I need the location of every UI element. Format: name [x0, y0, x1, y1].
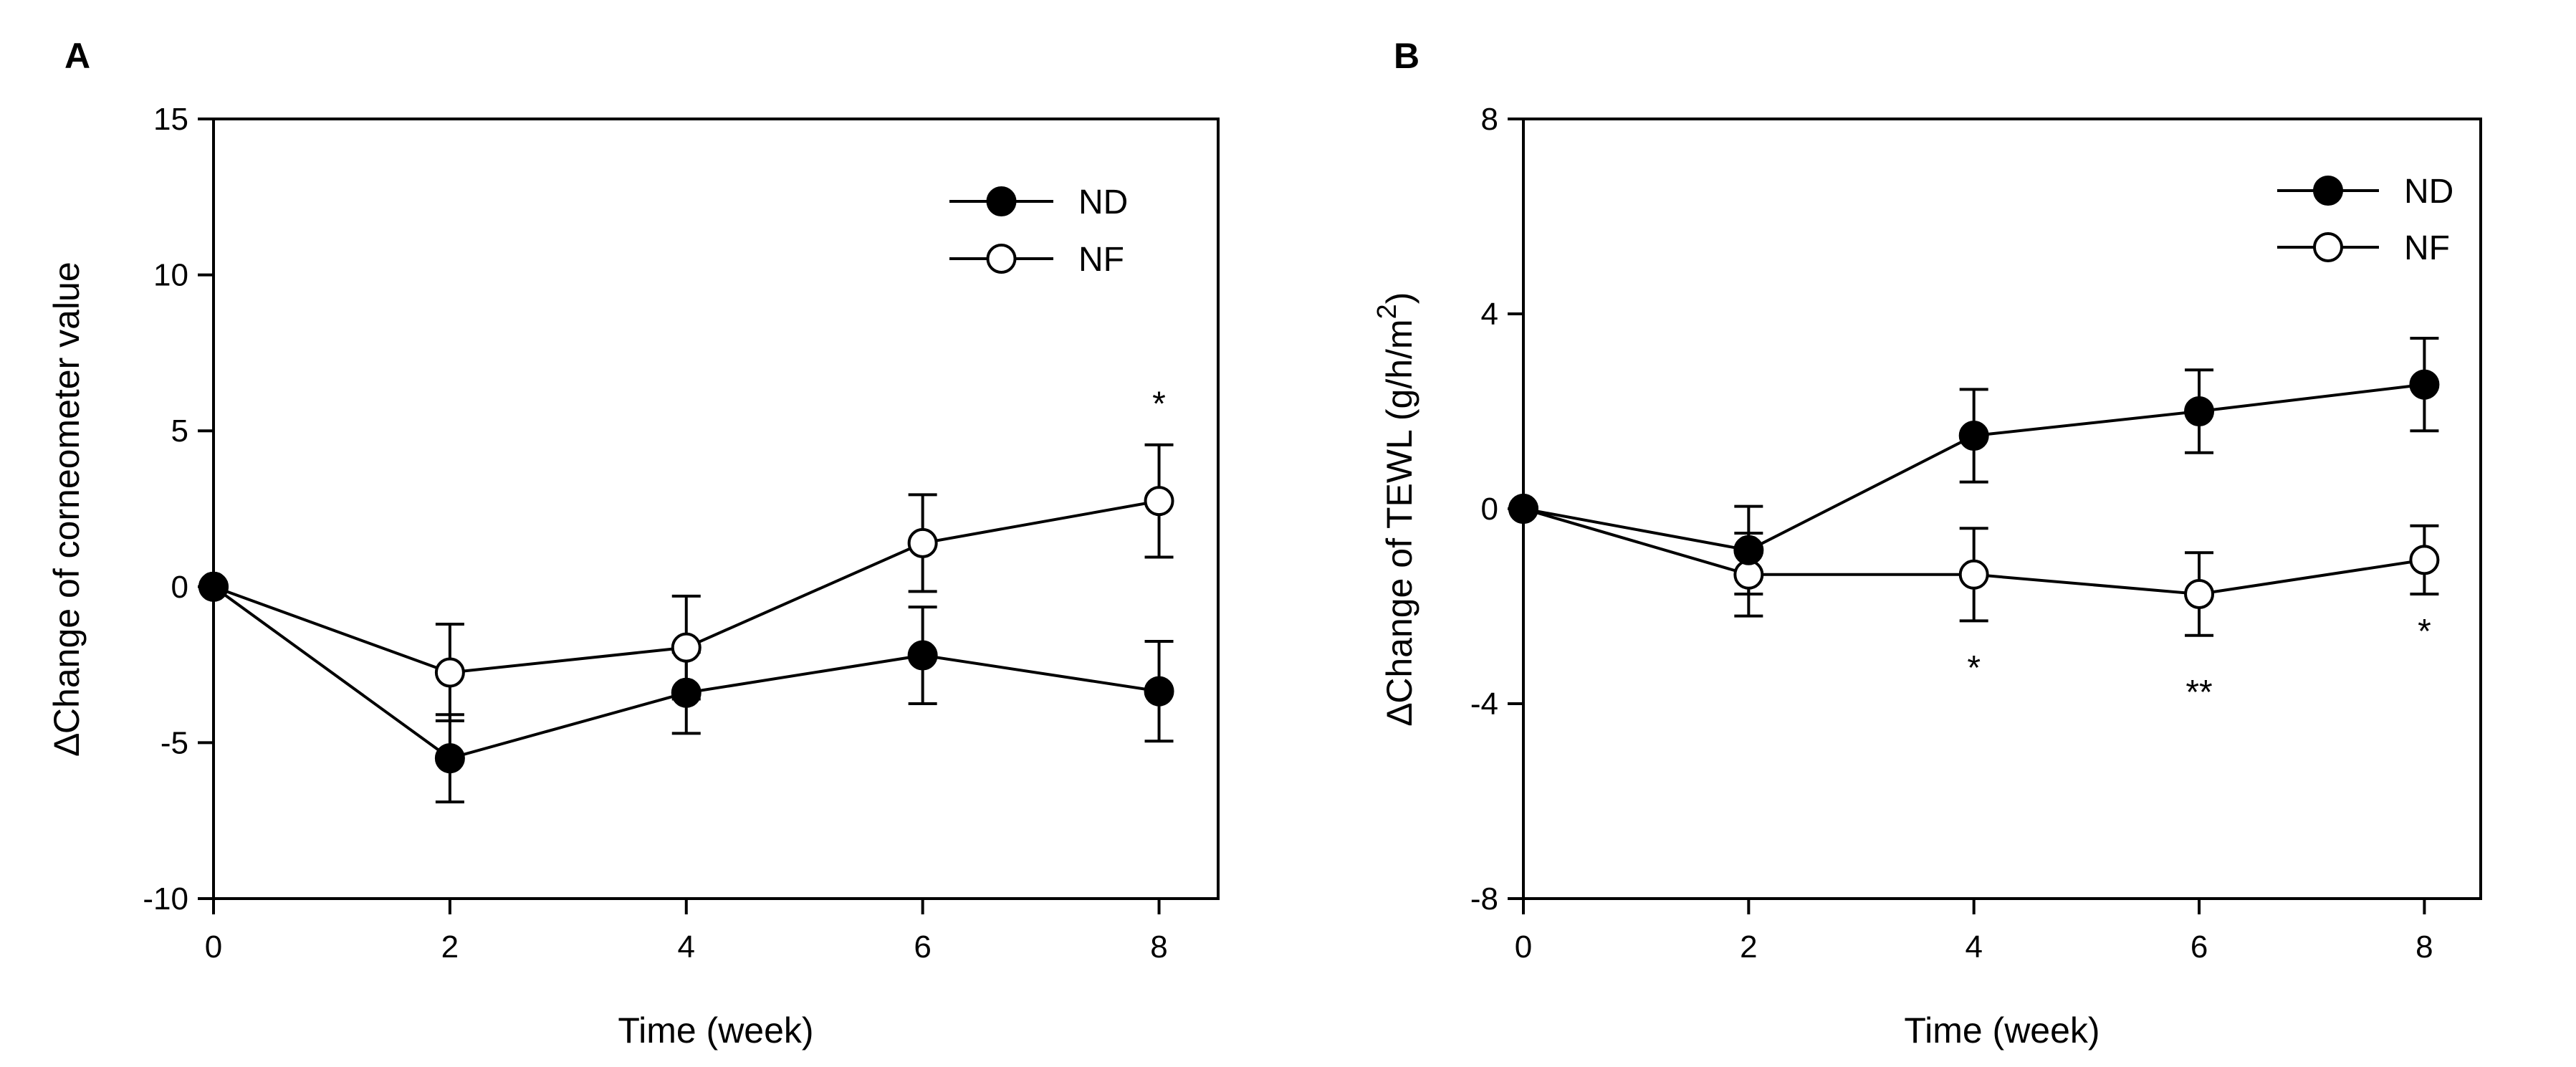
significance-marker: *: [2418, 613, 2431, 651]
legend-item-nd: ND: [2277, 173, 2453, 211]
data-point-nf: [2184, 579, 2215, 609]
x-tick-label: 4: [678, 929, 695, 965]
chart-panel-a: A -10 -5 0 5 10 15 0 2 4 6 8 Time (week) ∆Change of c…: [47, 36, 1220, 1051]
x-axis-title: Time (week): [1904, 1010, 2099, 1051]
y-tick-label: 0: [1481, 492, 1498, 527]
data-point-nf: [1958, 559, 1989, 590]
y-tick-label: -5: [161, 725, 188, 760]
data-point-nd: [434, 743, 465, 774]
x-tick-label: 2: [441, 929, 459, 965]
panel-letter: A: [64, 36, 90, 76]
legend-label: NF: [1078, 241, 1124, 279]
data-point-nd: [2184, 396, 2215, 426]
x-tick-label: 0: [205, 929, 222, 965]
x-tick-label: 8: [2415, 929, 2433, 965]
x-tick-label: 4: [1965, 929, 1982, 965]
legend-marker: [986, 186, 1017, 216]
y-axis-title-suffix: ): [1379, 292, 1419, 305]
legend-marker: [986, 244, 1017, 274]
panel-letter: B: [1394, 36, 1419, 76]
legend-label: NF: [2404, 229, 2450, 267]
y-tick-label: -4: [1470, 686, 1498, 722]
y-tick-label: -10: [143, 881, 188, 917]
data-point-nf: [1144, 486, 1174, 517]
plot-frame: [212, 118, 1220, 900]
legend-marker: [2313, 176, 2343, 206]
y-axis-title: ∆Change of corneometer value: [47, 262, 87, 755]
data-point-nf: [671, 632, 702, 663]
y-tick-label: 5: [171, 413, 188, 449]
x-tick-label: 6: [914, 929, 931, 965]
x-tick-label: 8: [1150, 929, 1167, 965]
data-point-nd: [907, 640, 938, 671]
data-point-nf: [2409, 545, 2440, 575]
legend-item-nf: NF: [2277, 229, 2450, 267]
data-point-nd: [1958, 421, 1989, 451]
data-point-nd: [198, 571, 229, 602]
y-tick-label: -8: [1470, 881, 1498, 917]
data-point-nd: [1144, 676, 1174, 707]
legend-item-nd: ND: [949, 183, 1128, 221]
chart-panel-b: B -8 -4 0 4 8 0 2 4 6 8 Time (week) ∆Change of TEWL …: [1372, 36, 2482, 1051]
x-tick-label: 0: [1515, 929, 1532, 965]
y-axis-title-prefix: ∆: [1379, 703, 1419, 725]
significance-marker: *: [1967, 649, 1981, 687]
y-tick-label: 8: [1481, 102, 1498, 137]
legend-marker: [2313, 232, 2343, 262]
x-tick-label: 6: [2190, 929, 2208, 965]
legend-item-nf: NF: [949, 241, 1124, 279]
data-point-nd: [1508, 494, 1538, 524]
y-axis-title: ∆Change of TEWL (g/h/m2): [1372, 292, 1419, 726]
y-tick-label: 4: [1481, 297, 1498, 332]
data-point-nd: [2409, 369, 2440, 400]
data-point-nf: [907, 527, 938, 558]
y-axis-title-superscript: 2: [1372, 304, 1402, 319]
y-axis-title-text: Change of corneometer value: [47, 262, 87, 734]
y-tick-label: 10: [153, 258, 188, 293]
legend-label: ND: [1078, 183, 1128, 221]
data-point-nd: [671, 677, 702, 708]
y-axis-title-prefix: ∆: [47, 734, 87, 756]
x-axis-title: Time (week): [618, 1010, 813, 1051]
x-tick-label: 2: [1740, 929, 1757, 965]
data-point-nf: [434, 657, 465, 688]
significance-marker: *: [1152, 385, 1166, 423]
y-tick-label: 15: [153, 102, 188, 137]
y-axis-title-text: Change of TEWL (g/h/m: [1379, 319, 1419, 703]
data-point-nd: [1733, 535, 1764, 565]
y-tick-label: 0: [171, 570, 188, 605]
legend-label: ND: [2404, 173, 2453, 211]
significance-marker: **: [2185, 674, 2212, 712]
